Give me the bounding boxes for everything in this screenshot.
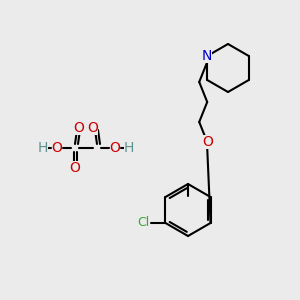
Text: Cl: Cl [137, 217, 150, 230]
Text: N: N [202, 49, 212, 63]
Text: O: O [110, 141, 120, 155]
Text: O: O [70, 161, 80, 175]
Text: H: H [124, 141, 134, 155]
Text: O: O [74, 121, 84, 135]
Text: O: O [88, 121, 98, 135]
Text: H: H [38, 141, 48, 155]
Text: O: O [202, 135, 213, 149]
Text: O: O [52, 141, 62, 155]
